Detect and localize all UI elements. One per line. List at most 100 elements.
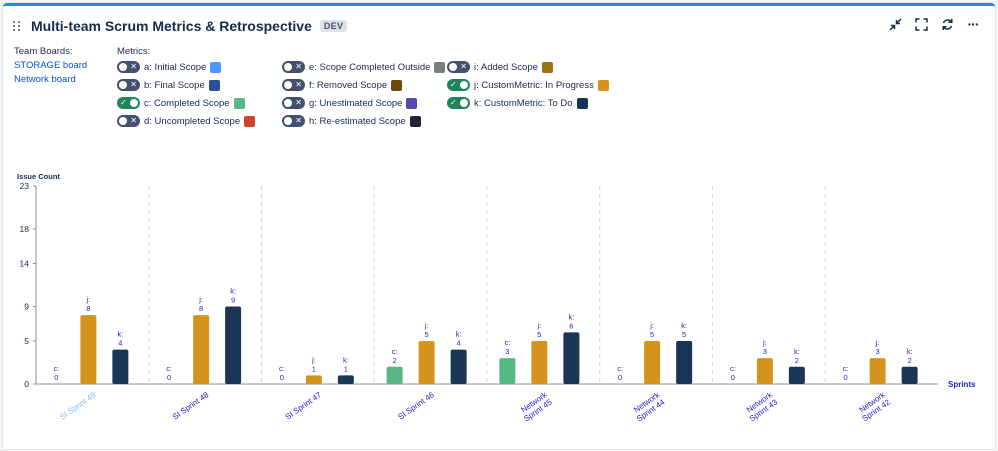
data-label-value: 5 [537,330,541,339]
data-label-series: j: [762,338,767,347]
metric-color-swatch [233,97,245,109]
metric-color-swatch [597,79,609,91]
data-label-series: j: [875,338,880,347]
data-label-value: 4 [118,339,122,348]
bar-k-7 [901,366,918,384]
metric-j: ✓ j: CustomMetric: In Progress [447,78,609,92]
board-link-network[interactable]: Network board [14,74,76,85]
bar-j-0 [80,315,97,384]
metric-toggle-d[interactable]: ✕ [117,115,140,127]
x-axis-title: Sprints [948,380,976,389]
data-label-series: c: [617,364,623,373]
page-title: Multi-team Scrum Metrics & Retrospective [31,18,312,34]
x-tick-label-line: SI Sprint 47 [284,390,324,422]
refresh-icon[interactable] [939,16,955,32]
metric-label: h: Re-estimated Scope [309,115,406,127]
metric-d: ✕ d: Uncompleted Scope [117,114,256,128]
x-tick-label-line: SI Sprint 46 [396,390,436,422]
metric-b: ✕ b: Final Scope [117,78,220,92]
data-label-series: c: [504,338,510,347]
panel-header: Multi-team Scrum Metrics & Retrospective… [13,16,348,36]
close-icon: ✕ [295,62,302,71]
close-icon: ✕ [295,98,302,107]
x-tick-label: SI Sprint 47 [284,390,324,422]
metric-toggle-b[interactable]: ✕ [117,79,140,91]
metric-toggle-k[interactable]: ✓ [447,97,470,109]
metric-toggle-e[interactable]: ✕ [282,61,305,73]
data-label-value: 1 [344,364,348,373]
data-label-value: 3 [505,347,509,356]
x-tick-label-line: SI Sprint 49 [58,390,98,422]
metric-e: ✕ e: Scope Completed Outside [282,60,446,74]
check-icon: ✓ [120,98,127,107]
more-glyph: ··· [967,16,980,32]
data-label-value: 8 [199,304,203,313]
data-label-series: k: [117,330,123,339]
metric-color-swatch [406,97,418,109]
data-label-series: c: [730,364,736,373]
data-label-series: j: [649,321,654,330]
metric-label: e: Scope Completed Outside [309,61,431,73]
data-label-series: k: [794,347,800,356]
metric-color-swatch [576,97,588,109]
data-label-series: c: [843,364,849,373]
metric-toggle-h[interactable]: ✕ [282,115,305,127]
more-icon[interactable]: ··· [965,16,981,32]
data-label-value: 2 [908,356,912,365]
x-tick-label: SI Sprint 46 [396,390,436,422]
bar-k-2 [337,375,354,384]
data-label-value: 1 [312,364,316,373]
metric-label: a: Initial Scope [144,61,207,73]
dev-badge: DEV [319,20,348,32]
data-label-series: j: [537,321,542,330]
data-label-value: 5 [682,330,686,339]
metric-color-swatch [391,79,403,91]
metric-h: ✕ h: Re-estimated Scope [282,114,421,128]
bar-k-6 [788,366,805,384]
metric-toggle-grid: ✕ a: Initial Scope ✕ b: Final Scope ✓ c: Comp… [117,60,617,136]
bar-k-5 [676,340,693,384]
close-icon: ✕ [460,62,467,71]
data-label-series: k: [907,347,913,356]
x-tick-label: NetworkSprint 43 [743,390,780,424]
drag-handle-icon[interactable] [13,19,23,33]
metric-toggle-i[interactable]: ✕ [447,61,470,73]
bar-c-4 [499,358,516,384]
metric-toggle-a[interactable]: ✕ [117,61,140,73]
metric-f: ✕ f: Removed Scope [282,78,403,92]
team-boards-label: Team Boards: [14,46,73,57]
collapse-icon[interactable] [887,16,903,32]
metric-label: d: Uncompleted Scope [144,115,241,127]
fullscreen-icon[interactable] [913,16,929,32]
metric-a: ✕ a: Initial Scope [117,60,222,74]
data-label-value: 6 [569,321,573,330]
metric-color-swatch [409,115,421,127]
metric-toggle-j[interactable]: ✓ [447,79,470,91]
data-label-value: 0 [844,373,848,382]
check-icon: ✓ [450,80,457,89]
metric-g: ✕ g: Unestimated Scope [282,96,418,110]
bar-j-1 [193,315,210,384]
data-label-series: j: [86,295,91,304]
metric-toggle-f[interactable]: ✕ [282,79,305,91]
data-label-series: c: [392,347,398,356]
metrics-legend: Metrics: ✕ a: Initial Scope ✕ b: Final Scop… [117,46,617,136]
data-label-series: j: [198,295,203,304]
team-boards: Team Boards: STORAGE board Network board [14,46,87,88]
bar-k-4 [563,332,580,384]
bar-k-1 [225,306,242,384]
y-tick-label: 5 [24,336,29,346]
data-label-value: 0 [280,373,284,382]
board-link-storage[interactable]: STORAGE board [14,60,88,71]
bar-j-7 [869,358,886,384]
bar-j-5 [644,340,661,384]
metric-toggle-c[interactable]: ✓ [117,97,140,109]
data-label-value: 8 [86,304,90,313]
metric-toggle-g[interactable]: ✕ [282,97,305,109]
metric-label: c: Completed Scope [144,97,230,109]
metric-label: i: Added Scope [474,61,538,73]
x-tick-label: NetworkSprint 44 [630,390,667,424]
bar-j-3 [418,340,435,384]
metric-k: ✓ k: CustomMetric: To Do [447,96,588,110]
y-tick-label: 23 [20,181,30,191]
